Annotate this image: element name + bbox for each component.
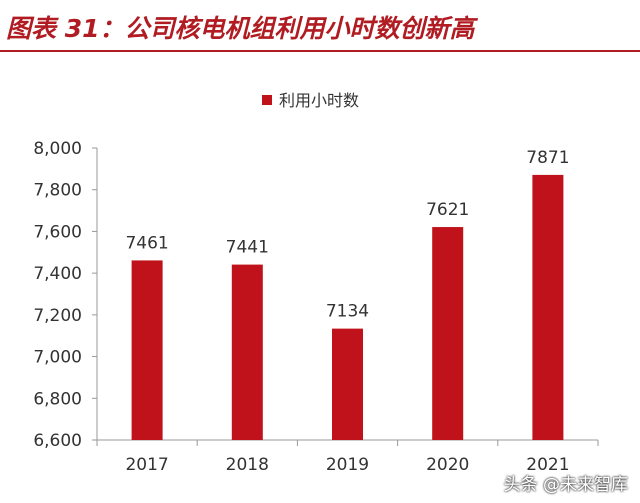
x-tick-label-2020: 2020: [426, 455, 469, 475]
data-label-2020: 7621: [426, 200, 469, 220]
y-tick-label: 7,200: [33, 306, 82, 326]
legend-label: 利用小时数: [279, 91, 359, 110]
legend-swatch: [262, 95, 272, 105]
x-tick-label-2017: 2017: [125, 455, 168, 475]
watermark: 头条 @未来智库: [503, 475, 628, 495]
x-tick-label-2019: 2019: [326, 455, 369, 475]
y-tick-label: 8,000: [33, 139, 82, 159]
data-label-2019: 7134: [326, 302, 369, 322]
y-tick-label: 6,800: [33, 389, 82, 409]
x-tick-label-2018: 2018: [226, 455, 269, 475]
y-tick-label: 7,400: [33, 264, 82, 284]
y-tick-label: 7,000: [33, 348, 82, 368]
bar-2019: [332, 328, 363, 440]
y-tick-label: 7,800: [33, 181, 82, 201]
title-bar: 图表 31：公司核电机组利用小时数创新高: [0, 0, 640, 52]
data-label-2017: 7461: [125, 233, 168, 253]
y-tick-label: 6,600: [33, 431, 82, 451]
bar-2021: [532, 174, 564, 441]
y-tick-label: 7,600: [33, 222, 82, 242]
bar-2020: [432, 227, 464, 440]
x-tick-label-2021: 2021: [526, 455, 569, 475]
bar-2018: [231, 264, 263, 440]
page-title: 图表 31：公司核电机组利用小时数创新高: [6, 14, 475, 43]
data-label-2021: 7871: [526, 148, 569, 168]
data-label-2018: 7441: [226, 238, 269, 258]
bar-2017: [131, 260, 163, 440]
